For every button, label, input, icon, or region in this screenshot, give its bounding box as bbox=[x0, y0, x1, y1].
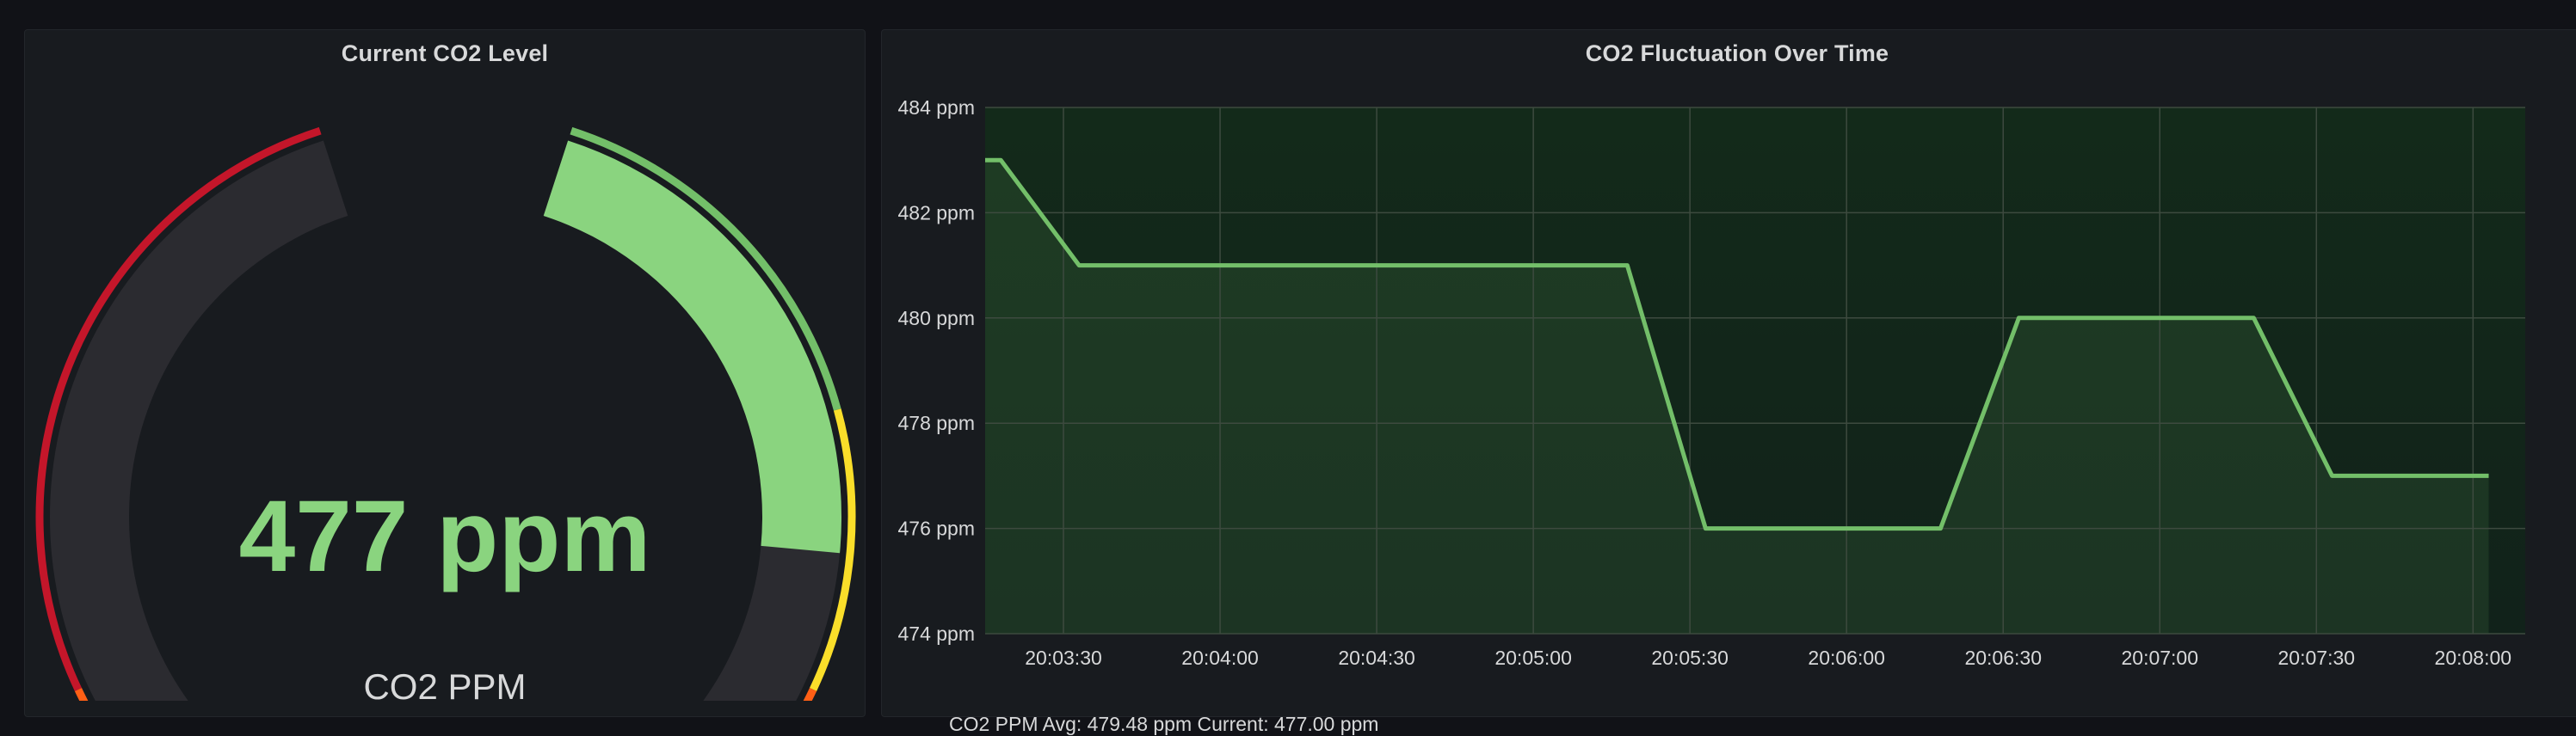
threshold-band bbox=[35, 126, 322, 691]
x-tick-label: 20:07:30 bbox=[2278, 647, 2356, 669]
gauge-value: 477 ppm bbox=[238, 480, 651, 593]
threshold-band bbox=[810, 408, 856, 691]
panel-title[interactable]: Current CO2 Level bbox=[341, 40, 549, 66]
panel-title[interactable]: CO2 Fluctuation Over Time bbox=[1585, 40, 1889, 66]
y-tick-label: 478 ppm bbox=[897, 412, 975, 434]
y-tick-label: 480 ppm bbox=[897, 307, 975, 329]
series-area bbox=[985, 160, 2489, 634]
gauge-track bbox=[50, 140, 841, 701]
legend[interactable]: CO2 PPM Avg: 479.48 ppm Current: 477.00 … bbox=[949, 713, 1379, 735]
x-tick-label: 20:07:00 bbox=[2121, 647, 2198, 669]
x-tick-label: 20:03:30 bbox=[1025, 647, 1102, 669]
graph-panel[interactable]: CO2 Fluctuation Over Time 474 ppm 476 ppm… bbox=[881, 29, 2576, 735]
y-tick-label: 474 ppm bbox=[897, 623, 975, 645]
plot-area bbox=[985, 107, 2525, 634]
co2-gauge bbox=[35, 126, 856, 701]
y-tick-label: 482 ppm bbox=[897, 201, 975, 224]
x-tick-label: 20:06:00 bbox=[1808, 647, 1885, 669]
series-line-co2-ppm[interactable] bbox=[985, 157, 2489, 531]
gauge-label: CO2 PPM bbox=[363, 666, 527, 707]
threshold-band bbox=[570, 126, 841, 411]
x-tick-label: 20:05:00 bbox=[1494, 647, 1572, 669]
gauge-panel[interactable]: Current CO2 Level 477 ppm CO2 PPM bbox=[24, 29, 866, 717]
x-tick-label: 20:04:00 bbox=[1181, 647, 1259, 669]
y-tick-label: 484 ppm bbox=[897, 96, 975, 119]
x-tick-label: 20:05:30 bbox=[1651, 647, 1729, 669]
y-tick-label: 476 ppm bbox=[897, 518, 975, 540]
x-tick-label: 20:06:30 bbox=[1964, 647, 2042, 669]
co2-line-chart[interactable]: 474 ppm 476 ppm 478 ppm 480 ppm 482 ppm 484 p… bbox=[882, 30, 2576, 701]
x-tick-label: 20:04:30 bbox=[1338, 647, 1415, 669]
gauge-value-arc bbox=[543, 140, 841, 554]
x-tick-label: 20:08:00 bbox=[2435, 647, 2512, 669]
